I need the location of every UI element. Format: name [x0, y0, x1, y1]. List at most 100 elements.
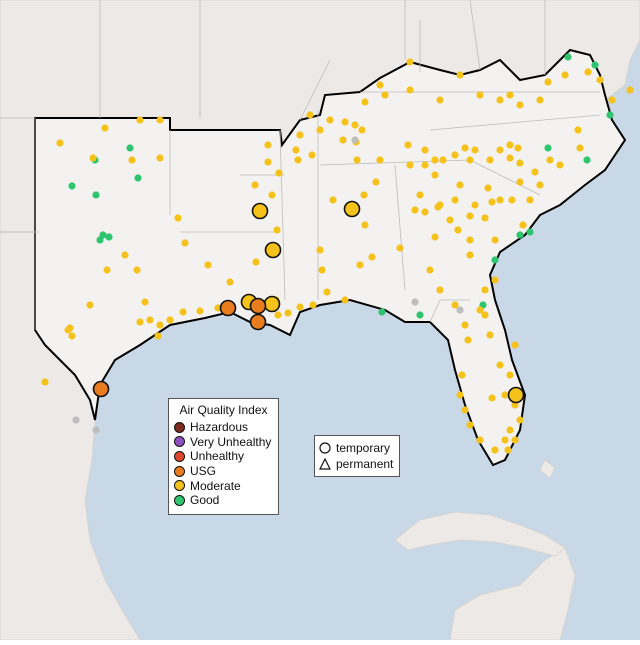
monitor-marker[interactable] [516, 159, 524, 167]
monitor-marker[interactable] [481, 214, 489, 222]
monitor-marker[interactable] [316, 246, 324, 254]
temporary-monitor-marker[interactable] [249, 313, 267, 331]
monitor-marker[interactable] [466, 212, 474, 220]
monitor-marker[interactable] [372, 178, 380, 186]
monitor-marker[interactable] [491, 236, 499, 244]
temporary-monitor-marker[interactable] [251, 202, 269, 220]
monitor-marker[interactable] [103, 266, 111, 274]
monitor-marker[interactable] [466, 236, 474, 244]
monitor-marker[interactable] [251, 181, 259, 189]
monitor-marker[interactable] [273, 226, 281, 234]
monitor-marker[interactable] [426, 266, 434, 274]
monitor-marker[interactable] [439, 156, 447, 164]
monitor-marker[interactable] [309, 301, 317, 309]
monitor-marker[interactable] [591, 61, 599, 69]
monitor-marker[interactable] [626, 86, 634, 94]
monitor-marker[interactable] [101, 124, 109, 132]
monitor-marker[interactable] [451, 151, 459, 159]
monitor-marker[interactable] [464, 336, 472, 344]
temporary-monitor-marker[interactable] [264, 241, 282, 259]
monitor-marker[interactable] [421, 146, 429, 154]
temporary-monitor-marker[interactable] [343, 200, 361, 218]
monitor-marker[interactable] [504, 446, 512, 454]
monitor-marker[interactable] [316, 126, 324, 134]
monitor-marker[interactable] [264, 158, 272, 166]
monitor-marker[interactable] [156, 321, 164, 329]
monitor-marker[interactable] [128, 156, 136, 164]
monitor-marker[interactable] [476, 91, 484, 99]
monitor-marker[interactable] [136, 116, 144, 124]
monitor-marker[interactable] [544, 78, 552, 86]
monitor-marker[interactable] [519, 221, 527, 229]
monitor-marker[interactable] [226, 278, 234, 286]
monitor-marker[interactable] [264, 141, 272, 149]
monitor-marker[interactable] [526, 228, 534, 236]
monitor-marker[interactable] [476, 306, 484, 314]
monitor-marker[interactable] [411, 206, 419, 214]
monitor-marker[interactable] [506, 141, 514, 149]
monitor-marker[interactable] [406, 86, 414, 94]
monitor-marker[interactable] [486, 156, 494, 164]
monitor-marker[interactable] [481, 286, 489, 294]
monitor-marker[interactable] [516, 416, 524, 424]
temporary-monitor-marker[interactable] [249, 297, 267, 315]
monitor-marker[interactable] [66, 324, 74, 332]
monitor-marker[interactable] [466, 421, 474, 429]
monitor-marker[interactable] [564, 53, 572, 61]
monitor-marker[interactable] [196, 307, 204, 315]
monitor-marker[interactable] [323, 288, 331, 296]
monitor-marker[interactable] [546, 156, 554, 164]
monitor-marker[interactable] [596, 76, 604, 84]
monitor-marker[interactable] [436, 96, 444, 104]
monitor-marker[interactable] [461, 321, 469, 329]
monitor-marker[interactable] [268, 191, 276, 199]
monitor-marker[interactable] [516, 231, 524, 239]
monitor-marker[interactable] [421, 161, 429, 169]
monitor-marker[interactable] [146, 316, 154, 324]
monitor-marker[interactable] [154, 332, 162, 340]
monitor-marker[interactable] [458, 371, 466, 379]
monitor-marker[interactable] [501, 436, 509, 444]
monitor-marker[interactable] [574, 126, 582, 134]
monitor-marker[interactable] [376, 156, 384, 164]
monitor-marker[interactable] [446, 216, 454, 224]
monitor-marker[interactable] [496, 96, 504, 104]
monitor-marker[interactable] [92, 191, 100, 199]
monitor-marker[interactable] [416, 191, 424, 199]
monitor-marker[interactable] [461, 406, 469, 414]
temporary-monitor-marker[interactable] [219, 299, 237, 317]
monitor-marker[interactable] [456, 306, 464, 314]
monitor-marker[interactable] [436, 286, 444, 294]
monitor-marker[interactable] [404, 141, 412, 149]
monitor-marker[interactable] [434, 203, 442, 211]
monitor-marker[interactable] [506, 371, 514, 379]
monitor-marker[interactable] [360, 191, 368, 199]
monitor-marker[interactable] [214, 304, 222, 312]
monitor-marker[interactable] [431, 233, 439, 241]
monitor-marker[interactable] [511, 436, 519, 444]
monitor-marker[interactable] [516, 101, 524, 109]
monitor-marker[interactable] [308, 151, 316, 159]
monitor-marker[interactable] [306, 111, 314, 119]
monitor-marker[interactable] [491, 276, 499, 284]
monitor-marker[interactable] [506, 426, 514, 434]
monitor-marker[interactable] [105, 233, 113, 241]
monitor-marker[interactable] [506, 154, 514, 162]
monitor-marker[interactable] [121, 251, 129, 259]
monitor-marker[interactable] [361, 221, 369, 229]
monitor-marker[interactable] [174, 214, 182, 222]
monitor-marker[interactable] [368, 253, 376, 261]
monitor-marker[interactable] [516, 178, 524, 186]
monitor-marker[interactable] [378, 308, 386, 316]
monitor-marker[interactable] [318, 266, 326, 274]
monitor-marker[interactable] [351, 121, 359, 129]
monitor-marker[interactable] [456, 391, 464, 399]
monitor-marker[interactable] [156, 154, 164, 162]
monitor-marker[interactable] [484, 184, 492, 192]
temporary-monitor-marker[interactable] [92, 380, 110, 398]
monitor-marker[interactable] [583, 156, 591, 164]
monitor-marker[interactable] [491, 256, 499, 264]
temporary-monitor-marker[interactable] [263, 295, 281, 313]
monitor-marker[interactable] [156, 116, 164, 124]
